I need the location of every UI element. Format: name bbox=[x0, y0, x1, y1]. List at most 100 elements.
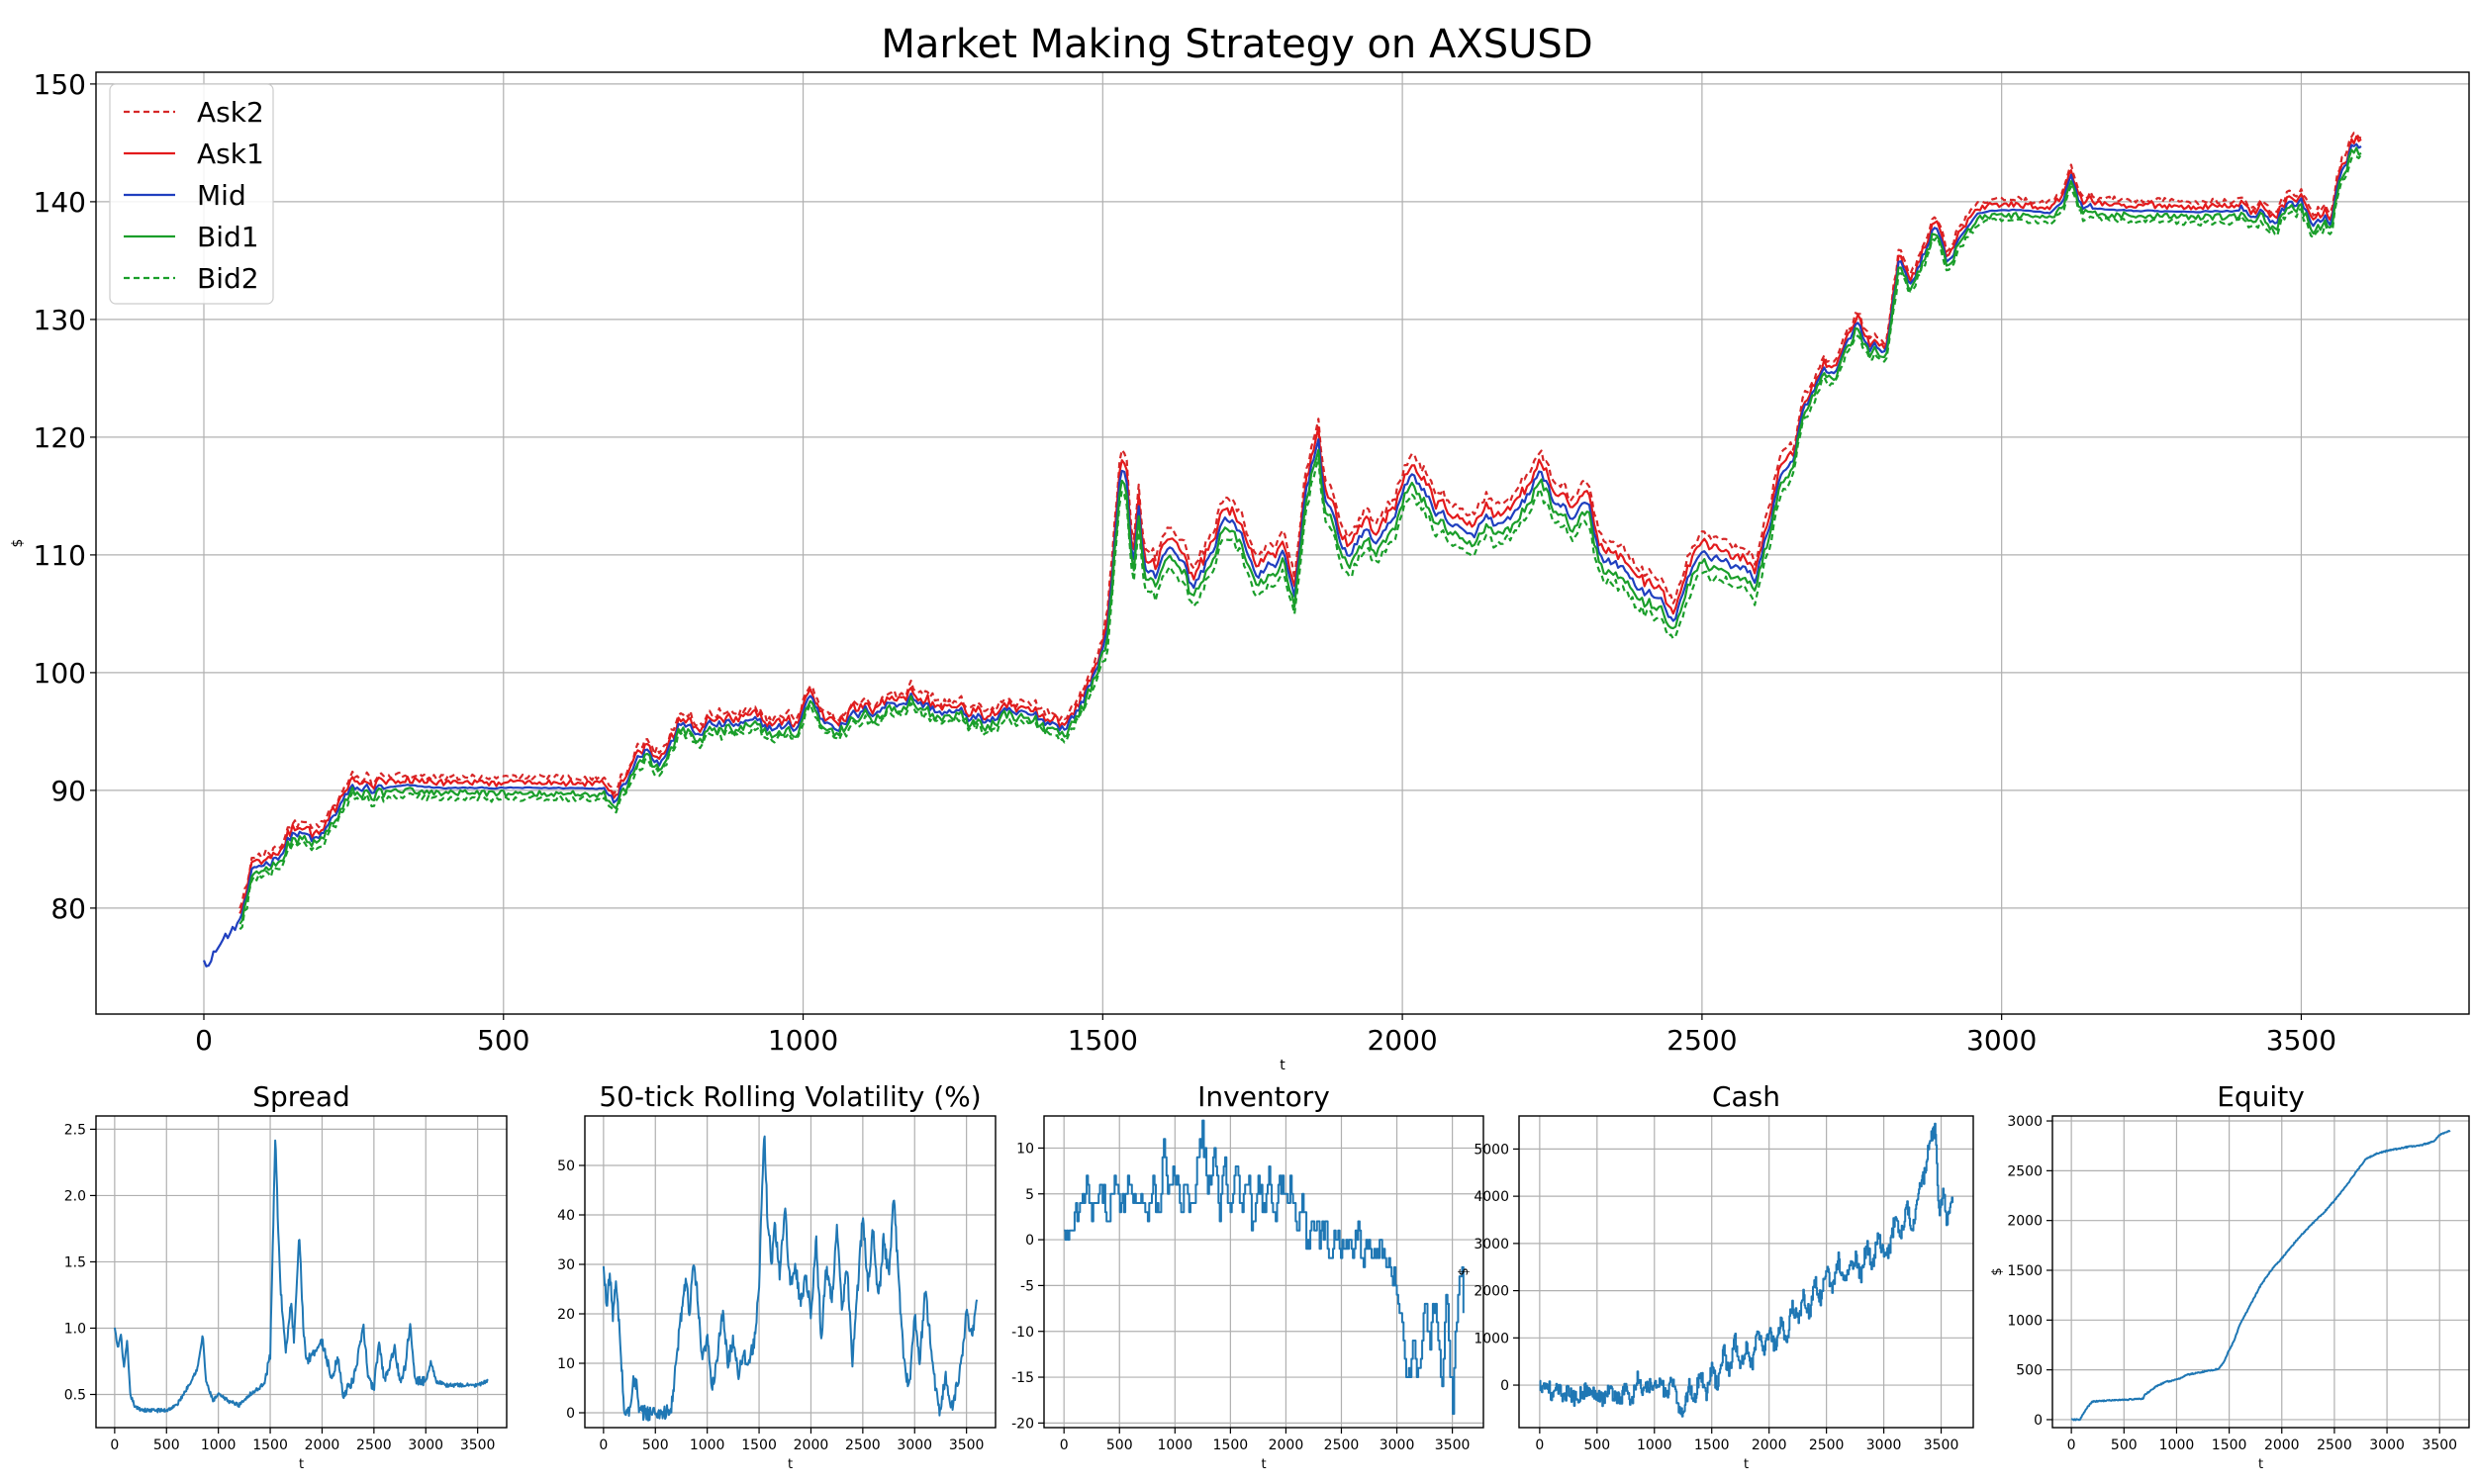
series-line-ask1 bbox=[238, 135, 2362, 914]
y-tick-label: 150 bbox=[34, 68, 86, 101]
legend: Ask2 Ask1 Mid Bid1 Bid2 bbox=[109, 83, 274, 305]
x-axis-label: t bbox=[1744, 1457, 1749, 1472]
subplot-title: Equity bbox=[2217, 1080, 2305, 1113]
chart-cash: 0 500 1000 1500 2000 2500 3000 3500 0 1000 2000 300… bbox=[1457, 1080, 1974, 1472]
x-tick-label: 2500 bbox=[2317, 1438, 2352, 1453]
y-tick-label: -10 bbox=[1011, 1325, 1034, 1341]
x-tick-label: 3000 bbox=[408, 1438, 443, 1453]
y-tick-label: 50 bbox=[557, 1159, 575, 1174]
x-tick-label: 3500 bbox=[949, 1438, 985, 1453]
x-tick-label: 1000 bbox=[1637, 1438, 1672, 1453]
axes-frame bbox=[584, 1115, 997, 1429]
y-tick-label: 1000 bbox=[1474, 1331, 1509, 1346]
x-tick-label: 3500 bbox=[1924, 1438, 1959, 1453]
y-tick-label: 1500 bbox=[2007, 1263, 2043, 1279]
y-tick-label: 1000 bbox=[2007, 1313, 2043, 1329]
subplot-title: Cash bbox=[1712, 1080, 1780, 1113]
x-tick-label: 3000 bbox=[1966, 1024, 2037, 1057]
chart-main: 0 500 1000 1500 2000 2500 3000 3500 80 90 100 110 12… bbox=[10, 68, 2470, 1073]
x-tick-label: 500 bbox=[477, 1024, 529, 1057]
x-tick-label: 1500 bbox=[1068, 1024, 1138, 1057]
x-tick-label: 1500 bbox=[741, 1438, 777, 1453]
chart-spread: 0 500 1000 1500 2000 2500 3000 3500 0.5 1.0 1.5 2.0… bbox=[64, 1080, 508, 1472]
legend-label-bid1: Bid1 bbox=[197, 221, 259, 253]
y-tick-label: 500 bbox=[2016, 1363, 2043, 1379]
x-tick-label: 3500 bbox=[2422, 1438, 2457, 1453]
chart-volatility: 0 500 1000 1500 2000 2500 3000 3500 0 10 20 30 40 50 t… bbox=[557, 1080, 997, 1472]
x-tick-label: 2500 bbox=[845, 1438, 881, 1453]
y-tick-label: -20 bbox=[1011, 1416, 1034, 1432]
x-tick-label: 2000 bbox=[2264, 1438, 2300, 1453]
x-tick-label: 1500 bbox=[252, 1438, 288, 1453]
x-axis-label: t bbox=[1261, 1457, 1266, 1472]
plot-area bbox=[1064, 1119, 1465, 1416]
x-tick-label: 3500 bbox=[460, 1438, 496, 1453]
y-tick-label: 30 bbox=[557, 1257, 575, 1273]
y-tick-label: 0 bbox=[1500, 1378, 1509, 1394]
figure-title: Market Making Strategy on AXSUSD bbox=[881, 22, 1592, 67]
x-axis-label: t bbox=[299, 1457, 304, 1472]
x-axis-label: t bbox=[788, 1457, 793, 1472]
y-tick-label: -15 bbox=[1011, 1370, 1034, 1386]
legend-label-ask1: Ask1 bbox=[197, 138, 264, 170]
series-line-equity bbox=[2070, 1129, 2451, 1422]
x-tick-label: 1500 bbox=[1694, 1438, 1730, 1453]
y-tick-label: 0 bbox=[1025, 1233, 1034, 1249]
axes-frame bbox=[2051, 1115, 2470, 1429]
series-line-cash bbox=[1539, 1122, 1954, 1418]
y-axis-label: $ bbox=[1457, 1267, 1472, 1275]
plot-area bbox=[113, 1139, 489, 1414]
axes-frame bbox=[1043, 1115, 1484, 1429]
y-tick-label: 100 bbox=[34, 657, 86, 690]
y-tick-label: 2500 bbox=[2007, 1163, 2043, 1179]
y-axis-label: $ bbox=[10, 539, 26, 548]
y-tick-label: 110 bbox=[34, 539, 86, 572]
x-tick-label: 0 bbox=[1535, 1438, 1544, 1453]
y-tick-label: 2000 bbox=[2007, 1214, 2043, 1230]
chart-equity: 0 500 1000 1500 2000 2500 3000 3500 0 500 1000 1500… bbox=[1990, 1080, 2470, 1472]
y-tick-label: 2000 bbox=[1474, 1284, 1509, 1300]
series-line-inventory bbox=[1064, 1119, 1465, 1416]
x-tick-label: 1500 bbox=[1213, 1438, 1249, 1453]
chart-panels: 0 500 1000 1500 2000 2500 3000 3500809010011012… bbox=[10, 68, 2470, 1472]
y-tick-label: 80 bbox=[50, 892, 86, 925]
y-tick-label: 130 bbox=[34, 304, 86, 336]
chart-inventory: 0 500 1000 1500 2000 2500 3000 3500 -20 -15 -10 -5 0… bbox=[1011, 1080, 1484, 1472]
y-tick-label: 0 bbox=[566, 1406, 575, 1422]
x-tick-label: 0 bbox=[599, 1438, 608, 1453]
y-tick-label: 2.5 bbox=[64, 1122, 86, 1138]
y-tick-label: 120 bbox=[34, 421, 86, 454]
plot-area bbox=[1539, 1122, 1954, 1418]
y-tick-label: 5 bbox=[1025, 1187, 1034, 1203]
legend-label-mid: Mid bbox=[197, 179, 246, 212]
x-tick-label: 3500 bbox=[1435, 1438, 1471, 1453]
x-tick-label: 500 bbox=[2111, 1438, 2138, 1453]
axes-frame bbox=[1518, 1115, 1974, 1429]
y-tick-label: 2.0 bbox=[64, 1188, 86, 1204]
x-tick-label: 2000 bbox=[1367, 1024, 1437, 1057]
y-tick-label: 3000 bbox=[1474, 1237, 1509, 1252]
y-tick-label: 0 bbox=[2034, 1413, 2043, 1429]
x-tick-label: 1000 bbox=[690, 1438, 725, 1453]
x-tick-label: 3000 bbox=[1380, 1438, 1415, 1453]
legend-label-ask2: Ask2 bbox=[197, 96, 264, 129]
x-tick-label: 1000 bbox=[201, 1438, 237, 1453]
x-tick-label: 3000 bbox=[2369, 1438, 2405, 1453]
x-tick-label: 1500 bbox=[2212, 1438, 2247, 1453]
x-tick-label: 0 bbox=[195, 1024, 213, 1057]
x-tick-label: 2500 bbox=[356, 1438, 392, 1453]
y-axis-label: $ bbox=[1990, 1267, 2005, 1275]
series-line-bid1 bbox=[238, 146, 2362, 925]
plot-area bbox=[202, 132, 2362, 968]
series-line-spread bbox=[113, 1139, 489, 1414]
y-tick-label: 140 bbox=[34, 186, 86, 219]
x-axis-label: t bbox=[1280, 1058, 1285, 1073]
axes-frame bbox=[95, 1115, 508, 1429]
axes-frame bbox=[95, 71, 2470, 1015]
x-tick-label: 2000 bbox=[305, 1438, 340, 1453]
x-tick-label: 0 bbox=[1060, 1438, 1069, 1453]
x-tick-label: 3500 bbox=[2266, 1024, 2336, 1057]
series-line-mid bbox=[202, 142, 2362, 968]
y-tick-label: 5000 bbox=[1474, 1142, 1509, 1158]
